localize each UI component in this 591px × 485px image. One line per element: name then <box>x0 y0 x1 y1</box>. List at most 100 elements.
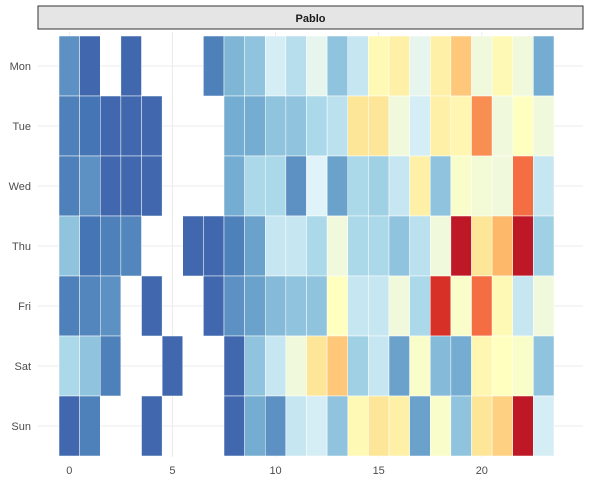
heatmap-cell-tue-8 <box>223 95 245 157</box>
heatmap-cell-sat-17 <box>409 335 431 397</box>
heatmap-cell-sat-2 <box>100 335 122 397</box>
x-tick-label-15: 15 <box>373 465 385 477</box>
heatmap-cell-sat-21 <box>491 335 513 397</box>
y-tick-label-wed: Wed <box>9 181 31 193</box>
heatmap-cell-sun-20 <box>471 395 493 457</box>
heatmap-cell-sun-9 <box>244 395 266 457</box>
heatmap-cell-sun-13 <box>326 395 348 457</box>
heatmap-cell-fri-14 <box>347 275 369 337</box>
heatmap-cell-mon-22 <box>512 35 534 97</box>
heatmap-cell-thu-23 <box>533 215 555 277</box>
heatmap-cell-thu-18 <box>430 215 452 277</box>
heatmap-cell-wed-4 <box>141 155 163 217</box>
heatmap-cell-fri-9 <box>244 275 266 337</box>
heatmap-cell-sun-21 <box>491 395 513 457</box>
heatmap-cell-fri-18 <box>430 275 452 337</box>
heatmap-cell-tue-10 <box>265 95 287 157</box>
plot-panel: Mon Tue Wed Thu Fri Sat Sun 0 5 10 15 20 <box>9 32 583 477</box>
heatmap-cell-wed-17 <box>409 155 431 217</box>
y-tick-label-sat: Sat <box>14 361 31 373</box>
heatmap-cell-thu-20 <box>471 215 493 277</box>
heatmap-cell-mon-23 <box>533 35 555 97</box>
heatmap-cell-tue-4 <box>141 95 163 157</box>
heatmap-cell-sun-16 <box>388 395 410 457</box>
facet-strip: Pablo <box>37 5 584 30</box>
heatmap-cell-sun-15 <box>368 395 390 457</box>
heatmap-cell-mon-18 <box>430 35 452 97</box>
heatmap-cell-wed-9 <box>244 155 266 217</box>
heatmap-cell-tue-14 <box>347 95 369 157</box>
heatmap-cell-fri-19 <box>450 275 472 337</box>
heatmap-cell-wed-16 <box>388 155 410 217</box>
heatmap-cell-fri-20 <box>471 275 493 337</box>
heatmap-cell-tue-18 <box>430 95 452 157</box>
heatmap-cell-thu-12 <box>306 215 328 277</box>
heatmap-cell-fri-7 <box>203 275 225 337</box>
heatmap-cell-tue-16 <box>388 95 410 157</box>
heatmap-cell-sun-4 <box>141 395 163 457</box>
heatmap-cell-sun-10 <box>265 395 287 457</box>
heatmap-cell-wed-15 <box>368 155 390 217</box>
heatmap-cell-fri-2 <box>100 275 122 337</box>
heatmap-cell-mon-11 <box>285 35 307 97</box>
heatmap-cell-thu-11 <box>285 215 307 277</box>
heatmap-cell-sat-15 <box>368 335 390 397</box>
heatmap-cell-fri-15 <box>368 275 390 337</box>
facet-strip-label: Pablo <box>296 13 326 25</box>
heatmap-cell-sat-11 <box>285 335 307 397</box>
heatmap-cell-tue-17 <box>409 95 431 157</box>
heatmap-cell-mon-12 <box>306 35 328 97</box>
heatmap-cell-wed-0 <box>58 155 80 217</box>
heatmap-cell-fri-8 <box>223 275 245 337</box>
heatmap-cell-sat-14 <box>347 335 369 397</box>
heatmap-cell-thu-16 <box>388 215 410 277</box>
heatmap-cell-sat-22 <box>512 335 534 397</box>
heatmap-cell-tue-13 <box>326 95 348 157</box>
heatmap-cell-sun-18 <box>430 395 452 457</box>
heatmap-cell-fri-13 <box>326 275 348 337</box>
heatmap-cell-mon-17 <box>409 35 431 97</box>
y-tick-label-fri: Fri <box>18 301 31 313</box>
heatmap-cell-tue-2 <box>100 95 122 157</box>
heatmap-cell-thu-3 <box>120 215 142 277</box>
heatmap-cell-mon-16 <box>388 35 410 97</box>
heatmap-cell-sat-10 <box>265 335 287 397</box>
heatmap-cell-tue-19 <box>450 95 472 157</box>
heatmap-cell-mon-1 <box>79 35 101 97</box>
heatmap-cell-thu-8 <box>223 215 245 277</box>
heatmap-cell-sat-19 <box>450 335 472 397</box>
heatmap-cell-fri-16 <box>388 275 410 337</box>
heatmap-cell-sat-16 <box>388 335 410 397</box>
heatmap-cell-sun-0 <box>58 395 80 457</box>
heatmap-cell-mon-13 <box>326 35 348 97</box>
heatmap-cell-mon-19 <box>450 35 472 97</box>
heatmap-cell-thu-10 <box>265 215 287 277</box>
heatmap-cell-mon-9 <box>244 35 266 97</box>
heatmap-cell-thu-14 <box>347 215 369 277</box>
x-tick-label-10: 10 <box>269 465 281 477</box>
heatmap-cell-thu-17 <box>409 215 431 277</box>
heatmap-cell-sat-8 <box>223 335 245 397</box>
heatmap-cell-wed-10 <box>265 155 287 217</box>
heatmap-cell-sat-9 <box>244 335 266 397</box>
heatmap-cell-wed-12 <box>306 155 328 217</box>
facet-strip-background <box>37 5 584 30</box>
heatmap-cell-sat-13 <box>326 335 348 397</box>
heatmap-cell-wed-23 <box>533 155 555 217</box>
x-tick-label-5: 5 <box>169 465 175 477</box>
heatmap-cell-mon-15 <box>368 35 390 97</box>
heatmap-cell-thu-13 <box>326 215 348 277</box>
heatmap-cell-tue-12 <box>306 95 328 157</box>
heatmap-cell-sun-11 <box>285 395 307 457</box>
heatmap-cell-mon-21 <box>491 35 513 97</box>
y-tick-label-sun: Sun <box>11 421 31 433</box>
heatmap-cell-wed-13 <box>326 155 348 217</box>
heatmap-cell-fri-10 <box>265 275 287 337</box>
heatmap-cell-tue-20 <box>471 95 493 157</box>
heatmap-cell-tue-11 <box>285 95 307 157</box>
heatmap-cell-thu-15 <box>368 215 390 277</box>
x-axis-tick-labels: 0 5 10 15 20 <box>66 465 488 477</box>
heatmap-cell-tue-0 <box>58 95 80 157</box>
heatmap-cell-fri-17 <box>409 275 431 337</box>
heatmap-cell-thu-7 <box>203 215 225 277</box>
